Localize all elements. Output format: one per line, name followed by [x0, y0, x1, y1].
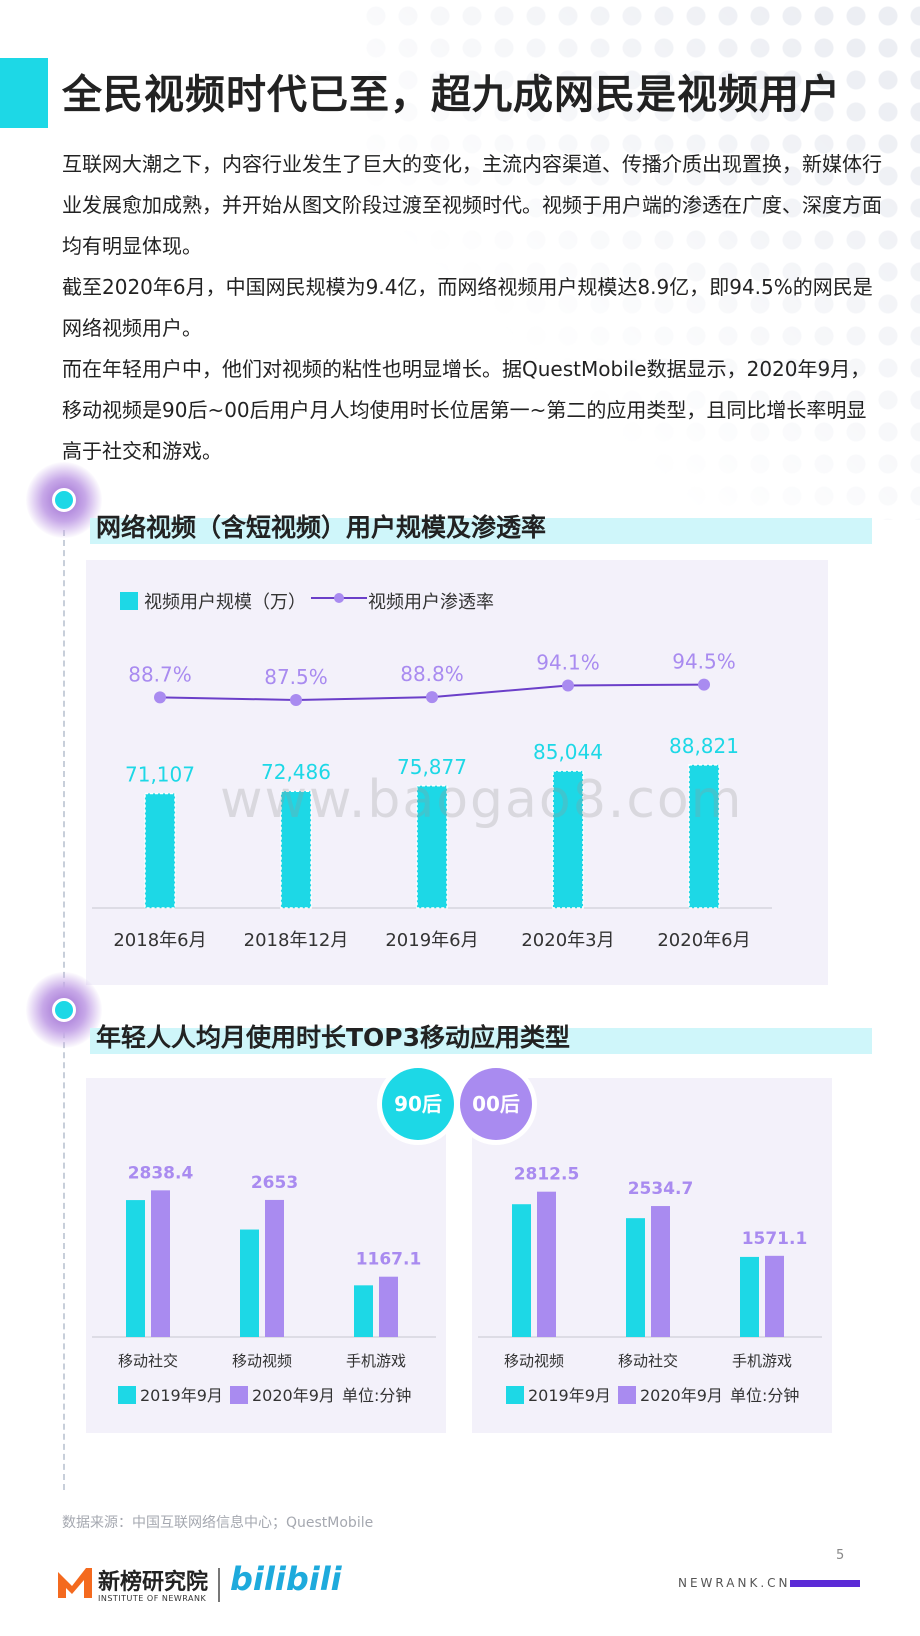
legend-line-swatch: [311, 593, 367, 603]
chart-1-x-tick-label: 2020年6月: [657, 930, 750, 951]
chart-1-x-tick-label: 2019年6月: [385, 930, 478, 951]
chart-1-bar-label: 72,486: [261, 760, 331, 784]
bar-2020-label: 2653: [251, 1173, 298, 1193]
chart-3-svg: 2812.5 移动视频 2534.7 移动社交 1571.1 手机游戏: [478, 1165, 822, 1368]
chart-2-unit-label: 单位:分钟: [342, 1386, 412, 1405]
chart-1-x-tick-label: 2018年12月: [244, 930, 349, 951]
bar-2020-label: 1167.1: [356, 1250, 422, 1270]
section-1-title: 网络视频（含短视频）用户规模及渗透率: [96, 513, 547, 542]
chart-3-legend-2020-label: 2020年9月: [640, 1386, 723, 1405]
watermark: www.baogao8.com: [220, 770, 744, 830]
chart-3-panel: 2812.5 移动视频 2534.7 移动社交 1571.1 手机游戏 2019年9月 2…: [472, 1078, 832, 1433]
legend-line-label: 视频用户渗透率: [368, 592, 494, 613]
intro-paragraph-2: 截至2020年6月，中国网民规模为9.4亿，而网络视频用户规模达8.9亿，即94…: [62, 275, 873, 340]
bar-2020: [651, 1206, 670, 1337]
badge-00s: 00后: [460, 1068, 532, 1140]
bar-2020: [765, 1255, 784, 1337]
chart-1-line-point: [426, 691, 438, 704]
bar-2020: [265, 1199, 284, 1337]
section-2-marker-icon: [26, 972, 102, 1048]
newrank-logo-name: 新榜研究院: [98, 1570, 209, 1595]
x-tick-label: 移动视频: [232, 1352, 292, 1368]
logo-separator: [218, 1568, 220, 1602]
chart-1-bar: [552, 770, 584, 909]
intro-paragraph-3: 而在年轻用户中，他们对视频的粘性也明显增长。据QuestMobile数据显示，2…: [62, 357, 871, 463]
chart-2-legend-2020-swatch: [230, 1386, 248, 1404]
chart-1-line-point: [698, 678, 710, 691]
chart-1-line-label: 88.7%: [128, 662, 192, 686]
bar-2020: [537, 1191, 556, 1337]
bar-2020-label: 2534.7: [628, 1179, 694, 1199]
chart-1-bar-label: 85,044: [533, 740, 603, 764]
chart-1-bar-label: 75,877: [397, 755, 467, 779]
bar-2019: [354, 1285, 373, 1337]
chart-1-line-label: 94.1%: [536, 650, 600, 674]
chart-1-bar: [144, 792, 176, 909]
chart-1-panel: 视频用户规模（万） 视频用户渗透率 71,107 2018年6月 72,486 201…: [86, 560, 828, 985]
bar-2020: [379, 1276, 398, 1337]
bar-2019: [740, 1256, 759, 1337]
bar-2020: [151, 1190, 170, 1337]
chart-1-line-point: [290, 694, 302, 706]
x-tick-label: 手机游戏: [732, 1352, 792, 1368]
chart-1-bar-label: 71,107: [125, 762, 195, 786]
title-accent-bar: [0, 58, 48, 128]
x-tick-label: 移动视频: [504, 1352, 564, 1368]
chart-3-legend-2020-swatch: [618, 1386, 636, 1404]
chart-1-line-label: 88.8%: [400, 662, 464, 686]
intro-paragraph-1: 互联网大潮之下，内容行业发生了巨大的变化，主流内容渠道、传播介质出现置换，新媒体…: [62, 152, 882, 258]
chart-1-line-point: [154, 691, 166, 704]
chart-3-unit-label: 单位:分钟: [730, 1386, 800, 1405]
badge-90s: 90后: [382, 1068, 454, 1140]
data-source-note: 数据来源：中国互联网络信息中心；QuestMobile: [62, 1515, 374, 1531]
chart-1-svg: 71,107 2018年6月 72,486 2018年12月 75,877 2019年6月…: [92, 650, 772, 951]
chart-2-panel: 2838.4 移动社交 2653 移动视频 1167.1 手机游戏 2019年9月 202…: [86, 1078, 446, 1433]
chart-1-x-tick-label: 2020年3月: [521, 930, 614, 951]
section-1-marker-icon: [26, 462, 102, 538]
section-2-title: 年轻人人均月使用时长TOP3移动应用类型: [96, 1023, 571, 1052]
x-tick-label: 移动社交: [618, 1352, 678, 1368]
chart-1-line-label: 94.5%: [672, 650, 736, 674]
bar-2020-label: 1571.1: [742, 1229, 808, 1249]
site-url: NEWRANK.CN: [678, 1576, 791, 1590]
newrank-logo-subtitle: INSTITUTE OF NEWRANK: [98, 1594, 207, 1603]
chart-1-bar: [416, 785, 448, 909]
chart-2-legend-2020-label: 2020年9月: [252, 1386, 335, 1405]
dot-pattern-background: [360, 0, 920, 520]
x-tick-label: 移动社交: [118, 1352, 178, 1368]
chart-1-line-point: [562, 679, 574, 692]
intro-text: 互联网大潮之下，内容行业发生了巨大的变化，主流内容渠道、传播介质出现置换，新媒体…: [62, 144, 884, 472]
section-2-title-highlight: [90, 1028, 872, 1054]
page-number: 5: [836, 1548, 845, 1563]
chart-2-legend-2019-swatch: [118, 1386, 136, 1404]
newrank-logo-icon: [58, 1568, 92, 1598]
chart-3-legend-2019-label: 2019年9月: [528, 1386, 611, 1405]
bar-2019: [126, 1200, 145, 1337]
bar-2019: [626, 1218, 645, 1337]
chart-1-bar: [688, 764, 720, 909]
chart-2-legend-2019-label: 2019年9月: [140, 1386, 223, 1405]
chart-3-legend-2019-swatch: [506, 1386, 524, 1404]
bar-2020-label: 2838.4: [128, 1163, 194, 1183]
section-1-title-highlight: [90, 518, 872, 544]
bilibili-logo: bilibili: [230, 1560, 342, 1598]
page-title: 全民视频时代已至，超九成网民是视频用户: [62, 72, 841, 118]
bar-2020-label: 2812.5: [514, 1165, 580, 1185]
chart-2-svg: 2838.4 移动社交 2653 移动视频 1167.1 手机游戏: [92, 1163, 436, 1368]
legend-bar-swatch: [120, 592, 138, 610]
chart-1-line-label: 87.5%: [264, 665, 328, 689]
site-accent-bar: [790, 1580, 860, 1587]
bar-2019: [512, 1204, 531, 1337]
bar-2019: [240, 1229, 259, 1337]
chart-1-bar: [280, 790, 312, 909]
x-tick-label: 手机游戏: [346, 1352, 406, 1368]
legend-bar-label: 视频用户规模（万）: [144, 592, 306, 613]
chart-1-bar-label: 88,821: [669, 734, 739, 758]
chart-1-x-tick-label: 2018年6月: [113, 930, 206, 951]
